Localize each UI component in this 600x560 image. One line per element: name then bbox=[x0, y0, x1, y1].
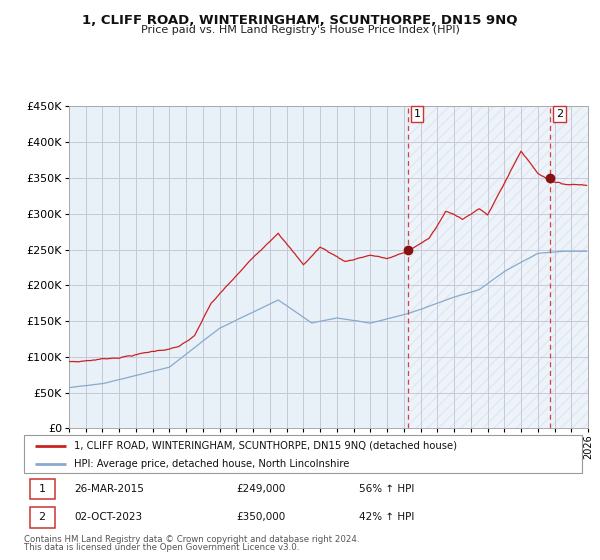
FancyBboxPatch shape bbox=[29, 479, 55, 500]
Text: 2: 2 bbox=[38, 512, 46, 522]
Text: 2: 2 bbox=[556, 109, 563, 119]
Text: 1: 1 bbox=[38, 484, 46, 494]
Text: £249,000: £249,000 bbox=[236, 484, 286, 494]
Text: 1, CLIFF ROAD, WINTERINGHAM, SCUNTHORPE, DN15 9NQ: 1, CLIFF ROAD, WINTERINGHAM, SCUNTHORPE,… bbox=[82, 14, 518, 27]
FancyBboxPatch shape bbox=[29, 507, 55, 528]
FancyBboxPatch shape bbox=[24, 435, 582, 473]
Text: £350,000: £350,000 bbox=[236, 512, 285, 522]
Bar bbox=[408, 106, 588, 428]
Text: 02-OCT-2023: 02-OCT-2023 bbox=[74, 512, 142, 522]
Text: Contains HM Land Registry data © Crown copyright and database right 2024.: Contains HM Land Registry data © Crown c… bbox=[24, 535, 359, 544]
Text: HPI: Average price, detached house, North Lincolnshire: HPI: Average price, detached house, Nort… bbox=[74, 459, 350, 469]
Text: 1: 1 bbox=[413, 109, 421, 119]
Text: Price paid vs. HM Land Registry's House Price Index (HPI): Price paid vs. HM Land Registry's House … bbox=[140, 25, 460, 35]
Text: This data is licensed under the Open Government Licence v3.0.: This data is licensed under the Open Gov… bbox=[24, 543, 299, 552]
Text: 26-MAR-2015: 26-MAR-2015 bbox=[74, 484, 144, 494]
Text: 1, CLIFF ROAD, WINTERINGHAM, SCUNTHORPE, DN15 9NQ (detached house): 1, CLIFF ROAD, WINTERINGHAM, SCUNTHORPE,… bbox=[74, 441, 457, 451]
Text: 42% ↑ HPI: 42% ↑ HPI bbox=[359, 512, 414, 522]
Text: 56% ↑ HPI: 56% ↑ HPI bbox=[359, 484, 414, 494]
